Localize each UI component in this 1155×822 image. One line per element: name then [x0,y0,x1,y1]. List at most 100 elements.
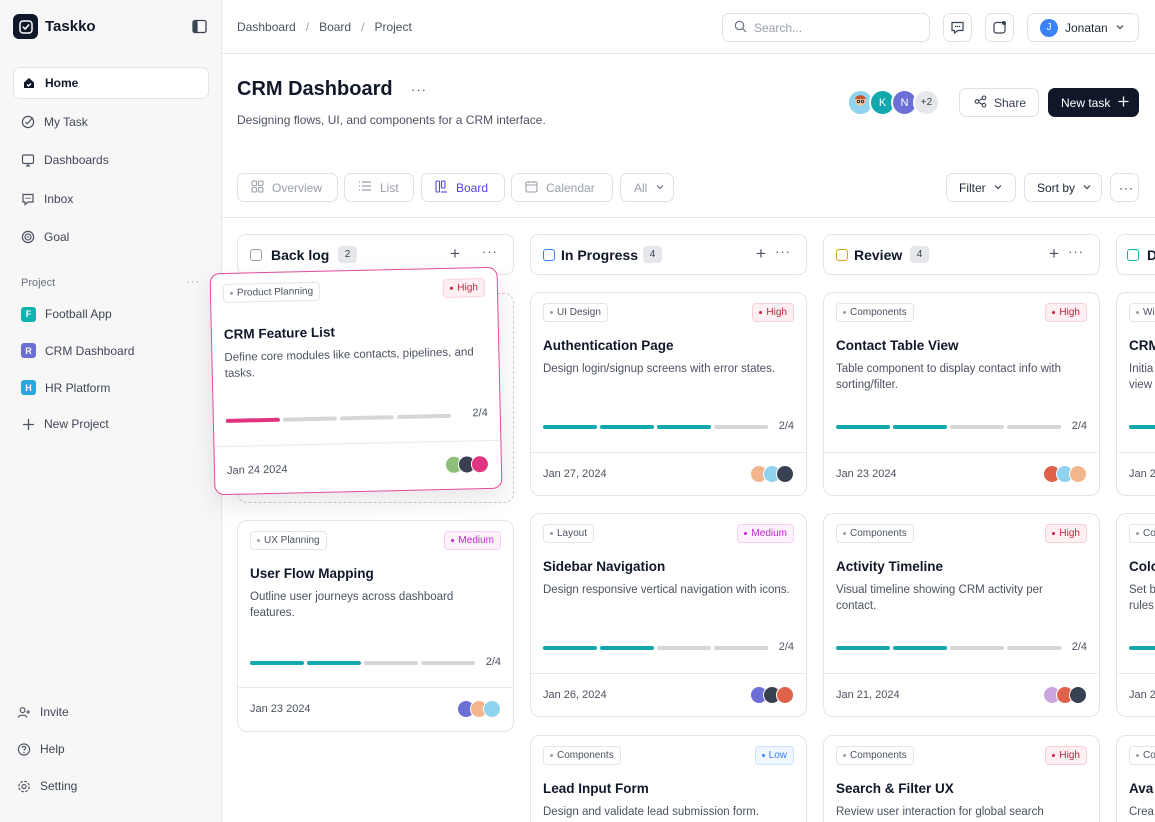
breadcrumb-separator: / [305,20,310,34]
progress-label: 2/4 [472,407,488,420]
card-title: Authentication Page [543,338,674,353]
sort-dropdown[interactable]: Sort by [1024,173,1102,202]
page-subtitle: Designing flows, UI, and components for … [237,113,546,127]
column-checkbox[interactable] [1127,249,1139,261]
more-options-button[interactable]: ··· [1110,173,1139,202]
nav-label: Dashboards [44,153,109,167]
card-divider [1117,673,1155,674]
app-name: Taskko [45,18,96,35]
column-title: In Progress [561,247,639,263]
breadcrumb-separator: / [361,20,365,34]
task-card[interactable]: UX Planning Medium User Flow Mapping Out… [237,520,514,732]
column-checkbox[interactable] [250,249,262,261]
calendar-icon [525,180,538,196]
dragging-task-card[interactable]: Product Planning High CRM Feature List D… [209,266,503,496]
card-tag: Components [836,746,914,765]
filter-dropdown[interactable]: Filter [946,173,1016,202]
nav-label: Home [45,76,79,90]
new-task-button[interactable]: New task [1048,88,1139,117]
nav-item-inbox[interactable]: Inbox [13,183,209,215]
nav-label: Invite [40,705,69,719]
breadcrumb-item[interactable]: Board [319,20,352,34]
task-card[interactable]: Components High Contact Table View Table… [823,292,1100,496]
column-count-badge: 2 [338,246,357,263]
project-item-crm-dashboard[interactable]: R CRM Dashboard [21,340,211,362]
project-item-hr-platform[interactable]: H HR Platform [21,377,211,399]
tab-calendar[interactable]: Calendar [511,173,613,202]
search-placeholder: Search... [754,20,803,35]
card-description: Design login/signup screens with error s… [543,363,776,375]
more-members-badge: +2 [913,89,940,116]
card-title: Contact Table View [836,338,959,353]
card-description: Outline user journeys across dashboard f… [250,591,454,619]
card-tag: UX Planning [250,531,327,550]
card-assignees [1043,686,1087,704]
card-divider [214,439,501,448]
task-card[interactable]: UI Design High Authentication Page Desig… [530,292,807,496]
tab-all-dropdown[interactable]: All [620,173,674,202]
task-card[interactable]: Components High Search & Filter UX Revie… [823,735,1100,822]
task-card[interactable]: Components High Activity Timeline Visual… [823,513,1100,717]
progress-label: 2/4 [778,641,794,653]
card-assignees [457,700,501,718]
breadcrumb-item[interactable]: Project [374,20,412,34]
share-button[interactable]: Share [959,88,1039,117]
task-card[interactable]: Components Low Lead Input Form Design an… [530,735,807,822]
main-nav: Home My Task Dashboards Inbox Goal [13,67,209,260]
new-project-label: New Project [44,417,109,432]
priority-badge: High [752,303,794,322]
card-description: rules [1129,600,1154,612]
sidebar-toggle-icon[interactable] [192,19,207,34]
add-card-plus-icon[interactable]: + [756,244,766,263]
card-description: Review user interaction for global searc… [836,806,1044,818]
card-title: Activity Timeline [836,559,944,574]
tab-overview[interactable]: Overview [237,173,338,202]
column-checkbox[interactable] [543,249,555,261]
card-tag: Product Planning [222,281,321,303]
project-more-icon[interactable]: ··· [186,276,200,288]
column-more-icon[interactable]: ··· [775,244,791,259]
share-label: Share [994,95,1027,110]
card-assignees [750,465,794,483]
nav-item-invite[interactable]: Invite [17,701,77,723]
add-card-plus-icon[interactable]: + [1049,244,1059,263]
search-input[interactable]: Search... [722,13,930,42]
user-menu[interactable]: J Jonatan [1027,13,1139,42]
chat-button[interactable] [943,13,972,42]
column-title: Back log [271,247,330,263]
nav-item-home[interactable]: Home [13,67,209,99]
nav-item-setting[interactable]: Setting [17,775,77,797]
nav-item-my-task[interactable]: My Task [13,106,209,138]
column-more-icon[interactable]: ··· [482,244,498,259]
brand[interactable]: Taskko [13,14,96,39]
progress-bar [1129,646,1155,650]
task-card-partial[interactable]: Co Colo Set b rules Jan 2 [1116,513,1155,717]
card-description: Table component to display contact info … [836,363,1062,391]
share-icon [974,94,987,111]
card-title: User Flow Mapping [250,566,374,581]
nav-item-dashboards[interactable]: Dashboards [13,144,209,176]
tab-board[interactable]: Board [421,173,505,202]
progress-bar [1129,425,1155,429]
member-avatars[interactable]: K N +2 [847,89,940,116]
card-assignees [1043,465,1087,483]
card-date: Jan 2 [1129,689,1155,701]
column-header-in-progress: In Progress 4 + ··· [530,234,807,275]
inbox-icon [21,192,35,206]
new-project-button[interactable]: New Project [21,413,211,435]
notification-button[interactable] [985,13,1014,42]
project-label: CRM Dashboard [45,343,135,358]
tab-list[interactable]: List [344,173,414,202]
task-card-partial[interactable]: Co Ava Crea [1116,735,1155,822]
add-card-plus-icon[interactable]: + [450,244,460,263]
task-card-partial[interactable]: Wi CRM Initia view Jan 2 [1116,292,1155,496]
task-card[interactable]: Layout Medium Sidebar Navigation Design … [530,513,807,717]
nav-item-help[interactable]: Help [17,738,77,760]
title-more-icon[interactable]: ··· [411,82,427,97]
breadcrumb-item[interactable]: Dashboard [237,20,296,34]
nav-item-goal[interactable]: Goal [13,221,209,253]
card-tag: Co [1129,524,1155,543]
column-more-icon[interactable]: ··· [1068,244,1084,259]
project-item-football-app[interactable]: F Football App [21,303,211,325]
column-checkbox[interactable] [836,249,848,261]
